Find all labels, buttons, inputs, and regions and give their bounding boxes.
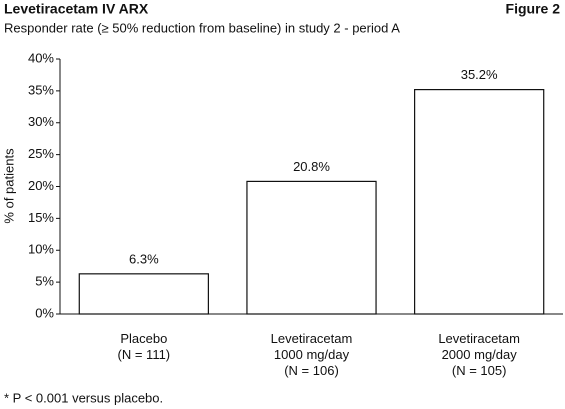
y-tick-label: 30%: [28, 114, 54, 129]
x-tick-label: Levetiracetam 2000 mg/day (N = 105): [438, 331, 520, 378]
bar: [78, 273, 209, 315]
y-tick-label: 0%: [35, 305, 54, 320]
value-label: 20.8%: [293, 159, 330, 174]
footnote: * P < 0.001 versus placebo.: [4, 390, 163, 405]
y-tick-label: 20%: [28, 178, 54, 193]
y-tick-label: 25%: [28, 146, 54, 161]
bar: [414, 88, 545, 315]
y-tick-label: 35%: [28, 82, 54, 97]
figure-label: Figure 2: [506, 1, 561, 17]
y-axis-label: % of patients: [1, 148, 16, 224]
x-tick-label: Placebo (N = 111): [118, 331, 171, 362]
y-tick-label: 5%: [35, 274, 54, 289]
y-tick-label: 10%: [28, 242, 54, 257]
value-label: 6.3%: [129, 251, 159, 266]
y-tick-label: 40%: [28, 50, 54, 65]
bar: [246, 180, 377, 315]
chart-title: Levetiracetam IV ARX: [4, 1, 149, 17]
chart-subtitle: Responder rate (≥ 50% reduction from bas…: [4, 20, 400, 35]
x-tick-label: Levetiracetam 1000 mg/day (N = 106): [271, 331, 353, 378]
value-label: 35.2%: [461, 67, 498, 82]
y-tick-label: 15%: [28, 210, 54, 225]
